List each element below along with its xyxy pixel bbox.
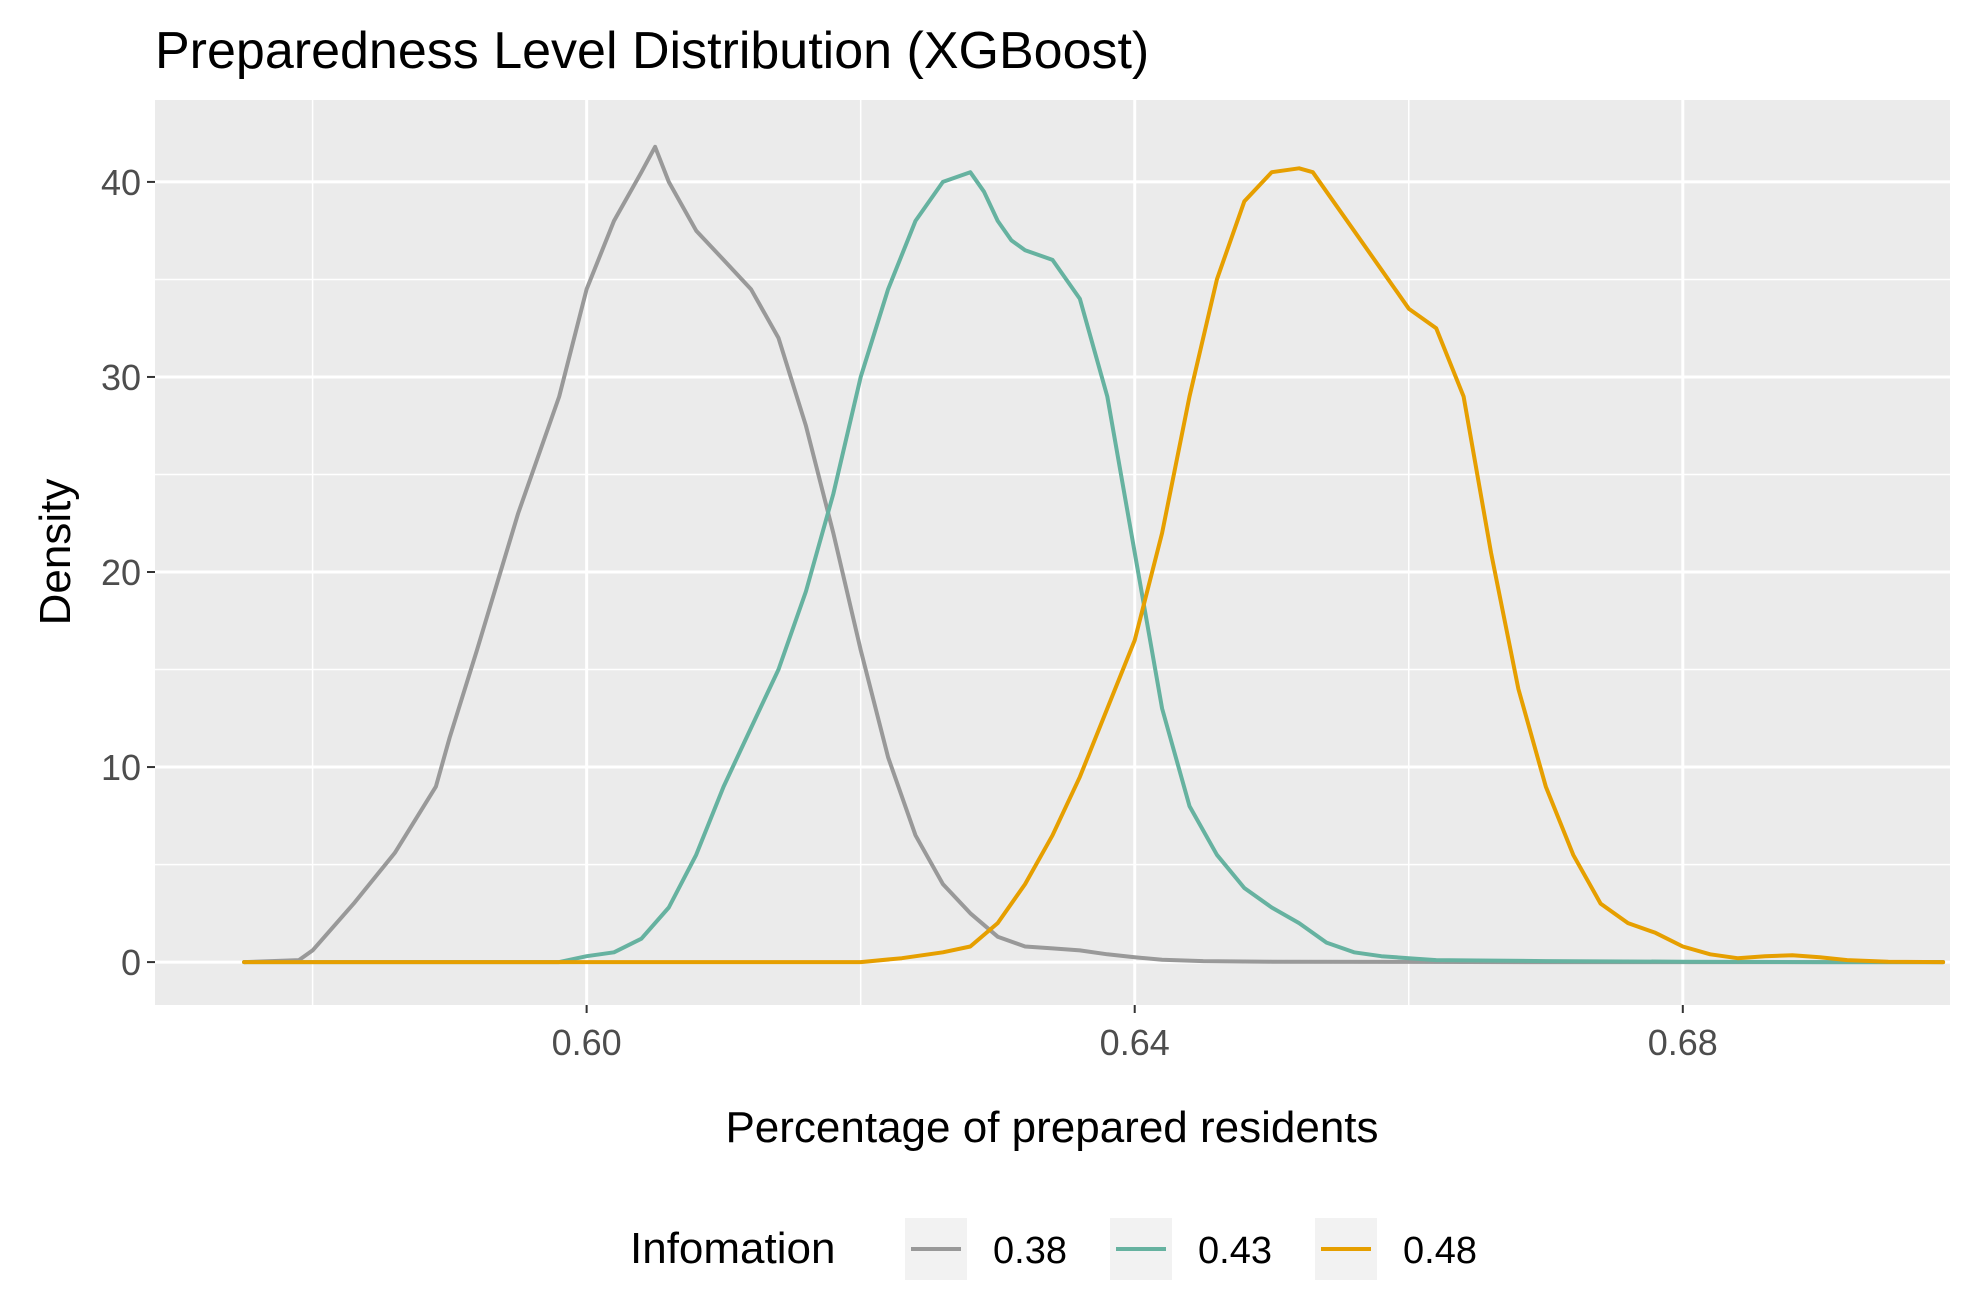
density-line-0-43: [242, 170, 1946, 965]
legend-title: Infomation: [630, 1224, 835, 1273]
y-axis-label: Density: [31, 479, 80, 626]
y-tick-label: 10: [101, 747, 141, 788]
legend: Infomation 0.38 0.43 0.48: [630, 1218, 1477, 1280]
minor-grid: [155, 100, 1950, 1005]
x-tick-label: 0.68: [1648, 1022, 1718, 1063]
y-tick-label: 0: [121, 942, 141, 983]
y-axis: 0 10 20 30 40: [101, 162, 155, 983]
y-tick-label: 40: [101, 162, 141, 203]
y-tick-label: 20: [101, 552, 141, 593]
y-tick-label: 30: [101, 357, 141, 398]
x-tick-label: 0.64: [1100, 1022, 1170, 1063]
chart-title: Preparedness Level Distribution (XGBoost…: [155, 22, 1149, 80]
legend-item-0-43: 0.43: [1110, 1218, 1272, 1280]
x-tick-label: 0.60: [552, 1022, 622, 1063]
legend-items: 0.38 0.43 0.48: [905, 1218, 1477, 1280]
legend-label: 0.43: [1198, 1230, 1272, 1272]
plot-panel: [155, 100, 1950, 1005]
density-series: [242, 144, 1946, 965]
legend-label: 0.38: [993, 1230, 1067, 1272]
legend-item-0-48: 0.48: [1315, 1218, 1477, 1280]
legend-label: 0.48: [1403, 1230, 1477, 1272]
x-axis: 0.60 0.64 0.68: [552, 1005, 1718, 1063]
legend-item-0-38: 0.38: [905, 1218, 1067, 1280]
density-line-0-38: [242, 144, 1946, 965]
density-line-0-48: [242, 166, 1946, 965]
x-axis-label: Percentage of prepared residents: [725, 1103, 1378, 1152]
